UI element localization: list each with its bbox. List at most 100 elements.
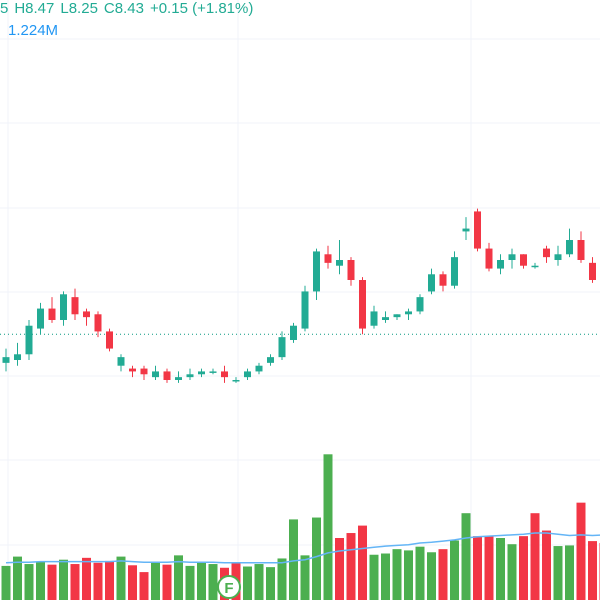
candle-body bbox=[94, 314, 102, 332]
volume-bar bbox=[565, 545, 574, 600]
volume-bar bbox=[404, 550, 413, 600]
candle-body bbox=[566, 240, 573, 255]
candle-body bbox=[336, 260, 343, 266]
candle-body bbox=[278, 337, 286, 358]
volume-bar bbox=[392, 549, 402, 600]
candles bbox=[2, 208, 596, 383]
volume-bar bbox=[289, 519, 298, 600]
volume-bar bbox=[369, 554, 379, 600]
candle-body bbox=[244, 371, 251, 378]
volume-bar bbox=[59, 559, 68, 600]
volume-bar bbox=[24, 564, 34, 600]
volume-bar bbox=[542, 530, 551, 600]
candle-body bbox=[186, 374, 194, 378]
candle-body bbox=[543, 248, 550, 258]
candle-body bbox=[451, 257, 458, 286]
candle-body bbox=[370, 311, 378, 326]
candle-body bbox=[313, 251, 320, 292]
financials-marker-circle bbox=[217, 575, 241, 599]
volume-bar bbox=[82, 557, 91, 600]
candle-body bbox=[290, 325, 297, 340]
candle-body bbox=[439, 274, 447, 286]
candle-body bbox=[474, 211, 481, 249]
candle-body bbox=[508, 254, 516, 260]
candle-body bbox=[554, 254, 562, 260]
volume-bar bbox=[277, 558, 287, 600]
volume-bar bbox=[312, 517, 321, 600]
volume-bar bbox=[461, 513, 471, 600]
candle-body bbox=[462, 228, 470, 232]
candle-body bbox=[416, 297, 424, 312]
ohlc-legend: 5 H8.47 L8.25 C8.43 +0.15 (+1.81%) bbox=[0, 0, 253, 18]
volume-bar bbox=[346, 533, 356, 600]
volume-bar bbox=[185, 565, 195, 600]
volume-ma-value: 1.224M bbox=[8, 22, 59, 39]
volume-bar bbox=[162, 564, 172, 600]
candle-body bbox=[520, 254, 527, 266]
candle-body bbox=[347, 260, 355, 280]
volume-bar bbox=[105, 560, 114, 600]
volume-bar bbox=[47, 564, 57, 600]
volume-bar bbox=[519, 536, 528, 600]
volume-bar bbox=[588, 541, 597, 600]
candle-body bbox=[48, 308, 56, 320]
volume-bar bbox=[197, 561, 206, 600]
volume-bar bbox=[208, 564, 218, 600]
legend-change: +0.15 (+1.81%) bbox=[149, 0, 254, 17]
candle-body bbox=[106, 331, 113, 349]
candle-body bbox=[232, 380, 240, 382]
volume-bar bbox=[243, 566, 252, 600]
volume-bar bbox=[70, 564, 80, 600]
volume-bar bbox=[254, 564, 264, 600]
candle-body bbox=[577, 240, 585, 260]
volume-bar bbox=[473, 536, 482, 600]
candle-body bbox=[485, 248, 493, 269]
volume-bar bbox=[300, 555, 310, 600]
candle-body bbox=[129, 368, 136, 372]
candle-body bbox=[405, 311, 412, 315]
candle-body bbox=[324, 254, 332, 263]
financials-marker[interactable]: F bbox=[217, 575, 241, 599]
candle-body bbox=[497, 260, 504, 269]
volume-bar bbox=[507, 544, 517, 600]
candle-body bbox=[25, 325, 33, 355]
candle-body bbox=[175, 377, 182, 380]
volume-bar bbox=[13, 556, 22, 600]
legend-low: L8.25 bbox=[60, 0, 98, 17]
candle-body bbox=[531, 265, 539, 268]
volume-bar bbox=[530, 513, 540, 600]
candle-body bbox=[267, 357, 274, 363]
volume-bar bbox=[358, 525, 367, 600]
volume-bar bbox=[266, 567, 275, 600]
candle-body bbox=[163, 371, 171, 380]
volume-bar bbox=[553, 546, 563, 600]
candle-body bbox=[117, 357, 125, 366]
candle-body bbox=[382, 317, 389, 320]
volume-bar bbox=[427, 552, 436, 600]
volume-bar bbox=[36, 561, 45, 600]
candle-body bbox=[2, 357, 10, 363]
volume-bar bbox=[1, 565, 11, 600]
candle-body bbox=[428, 274, 435, 292]
volume-bar bbox=[128, 565, 137, 600]
candle-body bbox=[152, 371, 159, 378]
volume-bar bbox=[151, 561, 160, 600]
volume-bar bbox=[381, 553, 390, 600]
volume-bar bbox=[174, 555, 183, 600]
volume-bar bbox=[116, 556, 126, 600]
volume-bar bbox=[415, 546, 425, 600]
volume-bar bbox=[438, 549, 448, 600]
volume-bars bbox=[1, 454, 600, 600]
candle-body bbox=[359, 280, 366, 329]
financials-marker-label: F bbox=[224, 580, 233, 597]
legend-open: 5 bbox=[0, 0, 9, 17]
candle-body bbox=[209, 371, 217, 373]
volume-bar bbox=[496, 538, 505, 600]
volume-bar bbox=[450, 540, 459, 600]
candle-body bbox=[221, 371, 228, 378]
volume-ma-line bbox=[5, 532, 600, 564]
candle-body bbox=[589, 262, 596, 280]
candle-body bbox=[14, 354, 21, 360]
